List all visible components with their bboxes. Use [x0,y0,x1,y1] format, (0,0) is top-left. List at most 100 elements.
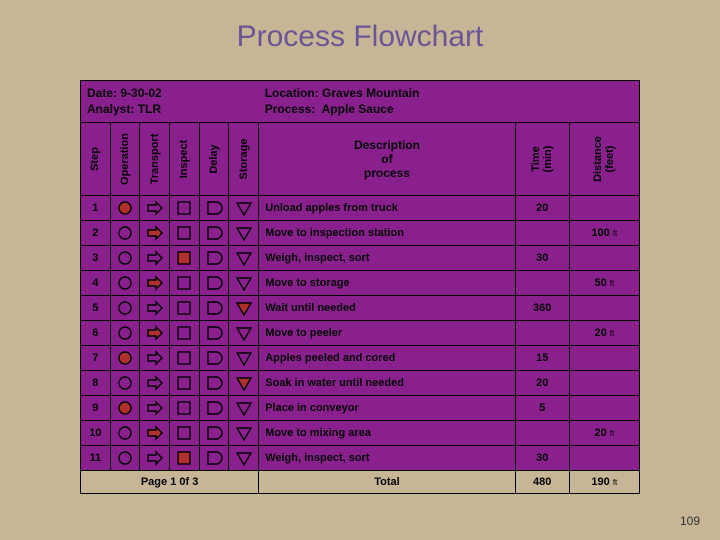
description-cell: Weigh, inspect, sort [259,246,516,271]
col-description: Descriptionofprocess [259,123,516,196]
transport-icon [140,246,170,271]
step-number: 5 [81,296,111,321]
step-number: 7 [81,346,111,371]
description-cell: Soak in water until needed [259,371,516,396]
operation-icon [110,296,140,321]
footer-row: Page 1 0f 3 Total 480 190 ft [81,471,640,494]
process-flowchart: Date: 9-30-02 Analyst: TLR Location: Gra… [80,80,640,494]
page-title: Process Flowchart [0,0,720,54]
total-time: 480 [515,471,569,494]
time-cell: 360 [515,296,569,321]
description-cell: Wait until needed [259,296,516,321]
inspect-icon [170,221,200,246]
delay-icon [199,221,229,246]
distance-cell [569,196,639,221]
col-step: Step [81,123,111,196]
description-cell: Apples peeled and cored [259,346,516,371]
step-number: 9 [81,396,111,421]
operation-icon [110,271,140,296]
transport-icon [140,296,170,321]
delay-icon [199,446,229,471]
col-time: Time(min) [515,123,569,196]
distance-cell [569,446,639,471]
operation-icon [110,246,140,271]
col-distance: Distance(feet) [569,123,639,196]
delay-icon [199,196,229,221]
time-cell: 20 [515,371,569,396]
delay-icon [199,346,229,371]
distance-cell: 20 ft [569,321,639,346]
time-cell [515,421,569,446]
transport-icon [140,446,170,471]
delay-icon [199,296,229,321]
storage-icon [229,346,259,371]
step-number: 8 [81,371,111,396]
distance-cell [569,396,639,421]
info-row: Date: 9-30-02 Analyst: TLR Location: Gra… [81,81,640,123]
inspect-icon [170,271,200,296]
table-row: 4Move to storage50 ft [81,271,640,296]
time-cell: 20 [515,196,569,221]
col-inspect: Inspect [170,123,200,196]
info-right: Location: Graves Mountain Process: Apple… [259,81,640,123]
operation-icon [110,396,140,421]
col-transport: Transport [140,123,170,196]
operation-icon [110,421,140,446]
step-number: 6 [81,321,111,346]
transport-icon [140,271,170,296]
transport-icon [140,396,170,421]
distance-cell [569,296,639,321]
delay-icon [199,246,229,271]
delay-icon [199,371,229,396]
table-row: 2Move to inspection station100 ft [81,221,640,246]
storage-icon [229,271,259,296]
delay-icon [199,271,229,296]
step-number: 1 [81,196,111,221]
table-row: 11Weigh, inspect, sort30 [81,446,640,471]
description-cell: Move to inspection station [259,221,516,246]
step-number: 11 [81,446,111,471]
inspect-icon [170,296,200,321]
inspect-icon [170,346,200,371]
distance-cell [569,246,639,271]
operation-icon [110,196,140,221]
time-cell: 15 [515,346,569,371]
table-row: 8 Soak in water until needed20 [81,371,640,396]
step-number: 2 [81,221,111,246]
time-cell [515,321,569,346]
inspect-icon [170,371,200,396]
table-row: 5 Wait until needed360 [81,296,640,321]
step-number: 10 [81,421,111,446]
description-cell: Move to peeler [259,321,516,346]
storage-icon [229,196,259,221]
table-row: 7 Apples peeled and cored15 [81,346,640,371]
distance-cell [569,346,639,371]
delay-icon [199,421,229,446]
inspect-icon [170,246,200,271]
delay-icon [199,396,229,421]
description-cell: Weigh, inspect, sort [259,446,516,471]
storage-icon [229,296,259,321]
description-cell: Unload apples from truck [259,196,516,221]
operation-icon [110,346,140,371]
transport-icon [140,346,170,371]
table-row: 1 Unload apples from truck20 [81,196,640,221]
page-label: Page 1 0f 3 [81,471,259,494]
storage-icon [229,421,259,446]
transport-icon [140,221,170,246]
storage-icon [229,446,259,471]
total-label: Total [259,471,516,494]
column-headers: Step Operation Transport Inspect Delay S… [81,123,640,196]
storage-icon [229,396,259,421]
storage-icon [229,371,259,396]
slide-number: 109 [680,514,700,528]
description-cell: Move to storage [259,271,516,296]
storage-icon [229,246,259,271]
table-row: 9Place in conveyor5 [81,396,640,421]
transport-icon [140,196,170,221]
operation-icon [110,446,140,471]
description-cell: Move to mixing area [259,421,516,446]
distance-cell: 20 ft [569,421,639,446]
col-storage: Storage [229,123,259,196]
step-number: 4 [81,271,111,296]
